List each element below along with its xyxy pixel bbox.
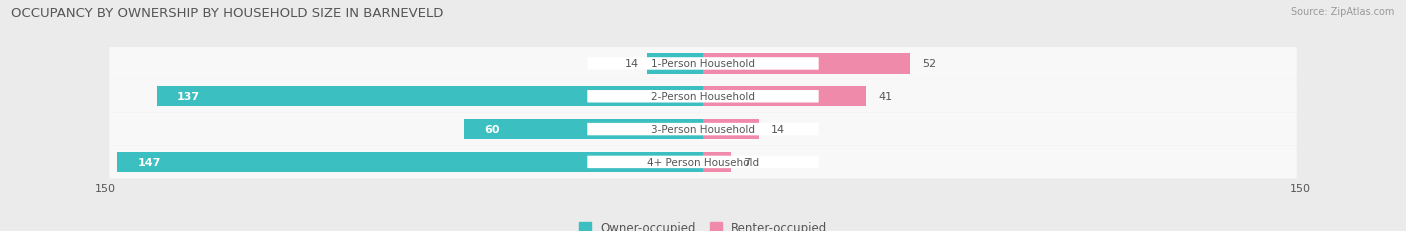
Bar	[703, 152, 731, 172]
FancyBboxPatch shape	[110, 113, 1296, 146]
Text: 52: 52	[922, 59, 936, 69]
FancyBboxPatch shape	[110, 81, 1296, 113]
Text: 4+ Person Household: 4+ Person Household	[647, 157, 759, 167]
FancyBboxPatch shape	[110, 146, 1296, 179]
Bar	[703, 87, 866, 107]
FancyBboxPatch shape	[588, 123, 818, 136]
Text: 60: 60	[484, 125, 499, 134]
Text: 41: 41	[879, 92, 893, 102]
FancyBboxPatch shape	[588, 58, 818, 70]
Text: 1-Person Household: 1-Person Household	[651, 59, 755, 69]
Text: 7: 7	[742, 157, 749, 167]
Text: 14: 14	[626, 59, 640, 69]
Text: 2-Person Household: 2-Person Household	[651, 92, 755, 102]
Text: 147: 147	[138, 157, 160, 167]
Bar	[117, 152, 703, 172]
Text: 3-Person Household: 3-Person Household	[651, 125, 755, 134]
Text: 14: 14	[770, 125, 785, 134]
Text: Source: ZipAtlas.com: Source: ZipAtlas.com	[1291, 7, 1395, 17]
FancyBboxPatch shape	[588, 156, 818, 168]
Bar	[703, 54, 910, 74]
Bar	[464, 119, 703, 140]
Legend: Owner-occupied, Renter-occupied: Owner-occupied, Renter-occupied	[574, 216, 832, 231]
FancyBboxPatch shape	[110, 48, 1296, 81]
Bar	[157, 87, 703, 107]
Bar	[703, 119, 759, 140]
FancyBboxPatch shape	[588, 91, 818, 103]
Bar	[647, 54, 703, 74]
Text: 137: 137	[177, 92, 200, 102]
Text: OCCUPANCY BY OWNERSHIP BY HOUSEHOLD SIZE IN BARNEVELD: OCCUPANCY BY OWNERSHIP BY HOUSEHOLD SIZE…	[11, 7, 444, 20]
